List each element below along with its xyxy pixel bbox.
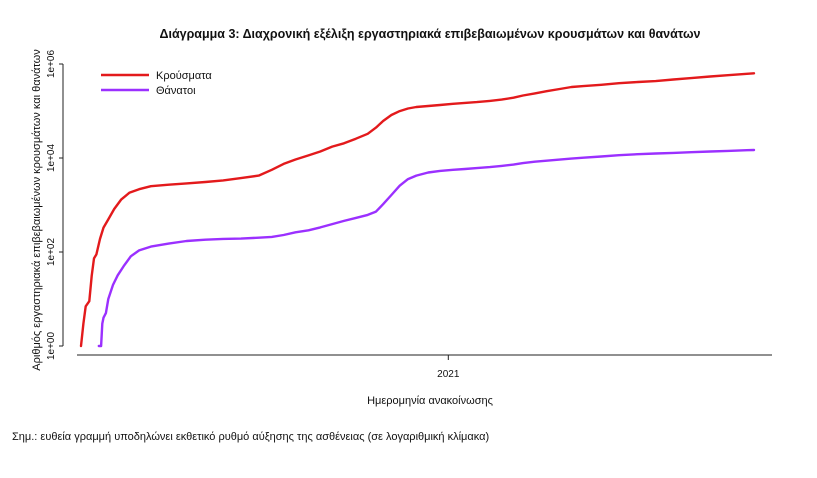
x-tick-label: 2021 [437, 369, 460, 380]
chart-title: Διάγραμμα 3: Διαχρονική εξέλιξη εργαστηρ… [159, 27, 700, 41]
axes: 1e+00 1e+02 1e+04 1e+06 2021 [46, 50, 772, 380]
y-tick-label: 1e+00 [46, 332, 57, 361]
footnote: Σημ.: ευθεία γραμμή υποδηλώνει εκθετικό … [12, 431, 490, 443]
legend-label-0: Κρούσματα [156, 70, 212, 82]
series-line-0 [79, 72, 756, 348]
y-tick-label: 1e+04 [46, 144, 57, 173]
x-axis-label: Ημερομηνία ανακοίνωσης [367, 395, 493, 407]
legend: Κρούσματα Θάνατοι [101, 70, 212, 97]
series-lines [79, 72, 756, 348]
legend-label-1: Θάνατοι [156, 85, 196, 97]
y-tick-label: 1e+02 [46, 238, 57, 267]
series-line-1 [97, 148, 756, 348]
y-tick-label: 1e+06 [46, 50, 57, 79]
y-axis-label: Αριθμός εργαστηριακά επιβεβαιωμένων κρου… [31, 49, 43, 371]
